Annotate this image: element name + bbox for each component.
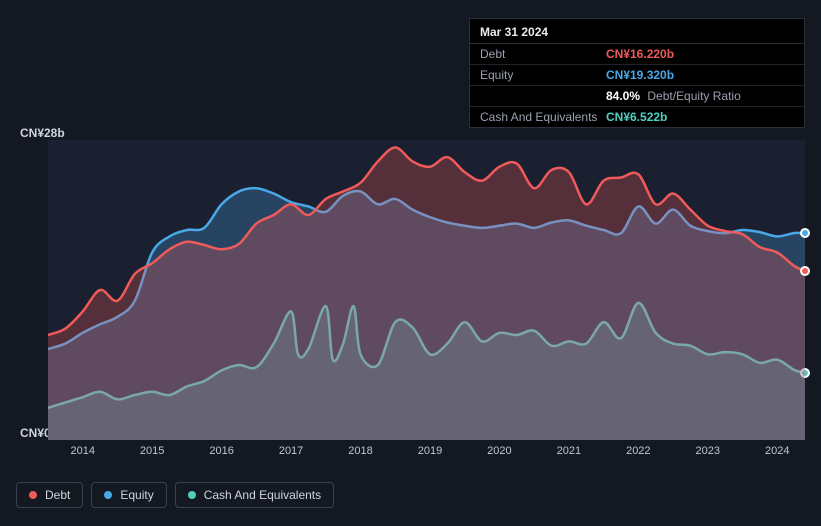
tooltip-value: CN¥16.220b <box>606 47 674 61</box>
x-tick: 2022 <box>626 445 650 457</box>
legend-item-cash[interactable]: Cash And Equivalents <box>175 482 334 508</box>
tooltip-label: Cash And Equivalents <box>480 110 606 124</box>
x-tick: 2016 <box>209 445 233 457</box>
legend-label: Debt <box>45 488 70 502</box>
x-tick: 2017 <box>279 445 303 457</box>
x-tick: 2018 <box>348 445 372 457</box>
x-tick: 2019 <box>418 445 442 457</box>
x-tick: 2024 <box>765 445 789 457</box>
x-tick: 2020 <box>487 445 511 457</box>
tooltip-value: 84.0% <box>606 89 640 103</box>
tooltip-row-equity: Equity CN¥19.320b <box>470 65 804 86</box>
series-end-dot-debt <box>800 266 810 276</box>
legend-label: Equity <box>120 488 153 502</box>
tooltip-date: Mar 31 2024 <box>470 19 804 44</box>
tooltip-value: CN¥19.320b <box>606 68 674 82</box>
x-tick: 2015 <box>140 445 164 457</box>
hover-tooltip: Mar 31 2024 Debt CN¥16.220b Equity CN¥19… <box>469 18 805 128</box>
tooltip-row-ratio: 84.0% Debt/Equity Ratio <box>470 86 804 107</box>
chart-plot-area[interactable] <box>48 140 805 440</box>
series-debt <box>48 140 805 440</box>
swatch-icon <box>188 491 196 499</box>
tooltip-label: Equity <box>480 68 606 82</box>
legend-item-equity[interactable]: Equity <box>91 482 166 508</box>
swatch-icon <box>104 491 112 499</box>
x-tick: 2021 <box>557 445 581 457</box>
y-axis-min-label: CN¥0 <box>20 426 51 440</box>
legend-label: Cash And Equivalents <box>204 488 321 502</box>
tooltip-label: Debt <box>480 47 606 61</box>
x-tick: 2014 <box>70 445 94 457</box>
swatch-icon <box>29 491 37 499</box>
legend-item-debt[interactable]: Debt <box>16 482 83 508</box>
tooltip-row-cash: Cash And Equivalents CN¥6.522b <box>470 107 804 127</box>
tooltip-label <box>480 89 606 103</box>
x-axis: 2014 2015 2016 2017 2018 2019 2020 2021 2022 2023… <box>48 445 805 463</box>
x-tick: 2023 <box>696 445 720 457</box>
tooltip-row-debt: Debt CN¥16.220b <box>470 44 804 65</box>
tooltip-suffix: Debt/Equity Ratio <box>647 89 740 103</box>
y-axis-max-label: CN¥28b <box>20 126 65 140</box>
legend: Debt Equity Cash And Equivalents <box>16 482 334 508</box>
tooltip-value: CN¥6.522b <box>606 110 667 124</box>
